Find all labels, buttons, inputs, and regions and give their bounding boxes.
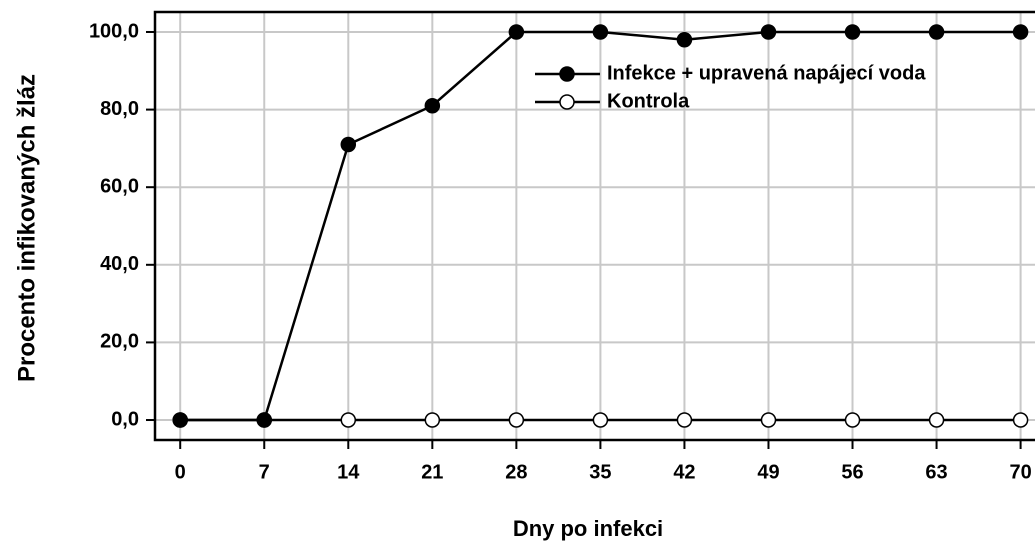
x-axis-title: Dny po infekci xyxy=(513,516,663,541)
data-point xyxy=(424,412,441,428)
y-tick-label: 0,0 xyxy=(111,408,139,430)
x-tick-label: 70 xyxy=(1009,461,1031,483)
x-tick-label: 63 xyxy=(925,461,947,483)
data-point xyxy=(592,24,609,40)
x-tick-label: 14 xyxy=(337,461,360,483)
legend-label: Kontrola xyxy=(607,90,690,112)
data-point xyxy=(592,412,609,428)
data-point xyxy=(508,24,525,40)
data-point xyxy=(928,412,945,428)
y-tick-label: 80,0 xyxy=(100,98,139,120)
x-tick-label: 21 xyxy=(421,461,443,483)
data-point xyxy=(1012,412,1029,428)
x-tick-label: 35 xyxy=(589,461,611,483)
x-tick-label: 42 xyxy=(673,461,695,483)
data-point xyxy=(676,412,693,428)
y-tick-label: 60,0 xyxy=(100,175,139,197)
data-point xyxy=(844,24,861,40)
data-point xyxy=(508,412,525,428)
y-axis-title: Procento infikovaných žláz xyxy=(13,74,40,382)
data-point xyxy=(760,24,777,40)
x-tick-label: 28 xyxy=(505,461,527,483)
x-tick-label: 0 xyxy=(175,461,186,483)
data-point xyxy=(424,97,441,114)
legend-label: Infekce + upravená napájecí voda xyxy=(607,62,926,84)
data-point xyxy=(172,412,188,428)
x-tick-label: 49 xyxy=(757,461,779,483)
x-tick-label: 7 xyxy=(259,461,270,483)
y-tick-label: 100,0 xyxy=(89,20,139,42)
data-point xyxy=(256,412,272,428)
data-point xyxy=(760,412,777,428)
y-tick-label: 20,0 xyxy=(100,331,139,353)
data-point xyxy=(340,136,357,153)
data-point xyxy=(928,24,945,40)
legend-marker xyxy=(559,66,575,82)
legend-marker xyxy=(559,94,575,110)
data-point xyxy=(1012,24,1029,40)
y-tick-label: 40,0 xyxy=(100,253,139,275)
data-point xyxy=(340,412,357,428)
data-point xyxy=(844,412,861,428)
data-point xyxy=(676,31,693,48)
plot-frame xyxy=(153,10,1035,442)
x-tick-label: 56 xyxy=(841,461,863,483)
